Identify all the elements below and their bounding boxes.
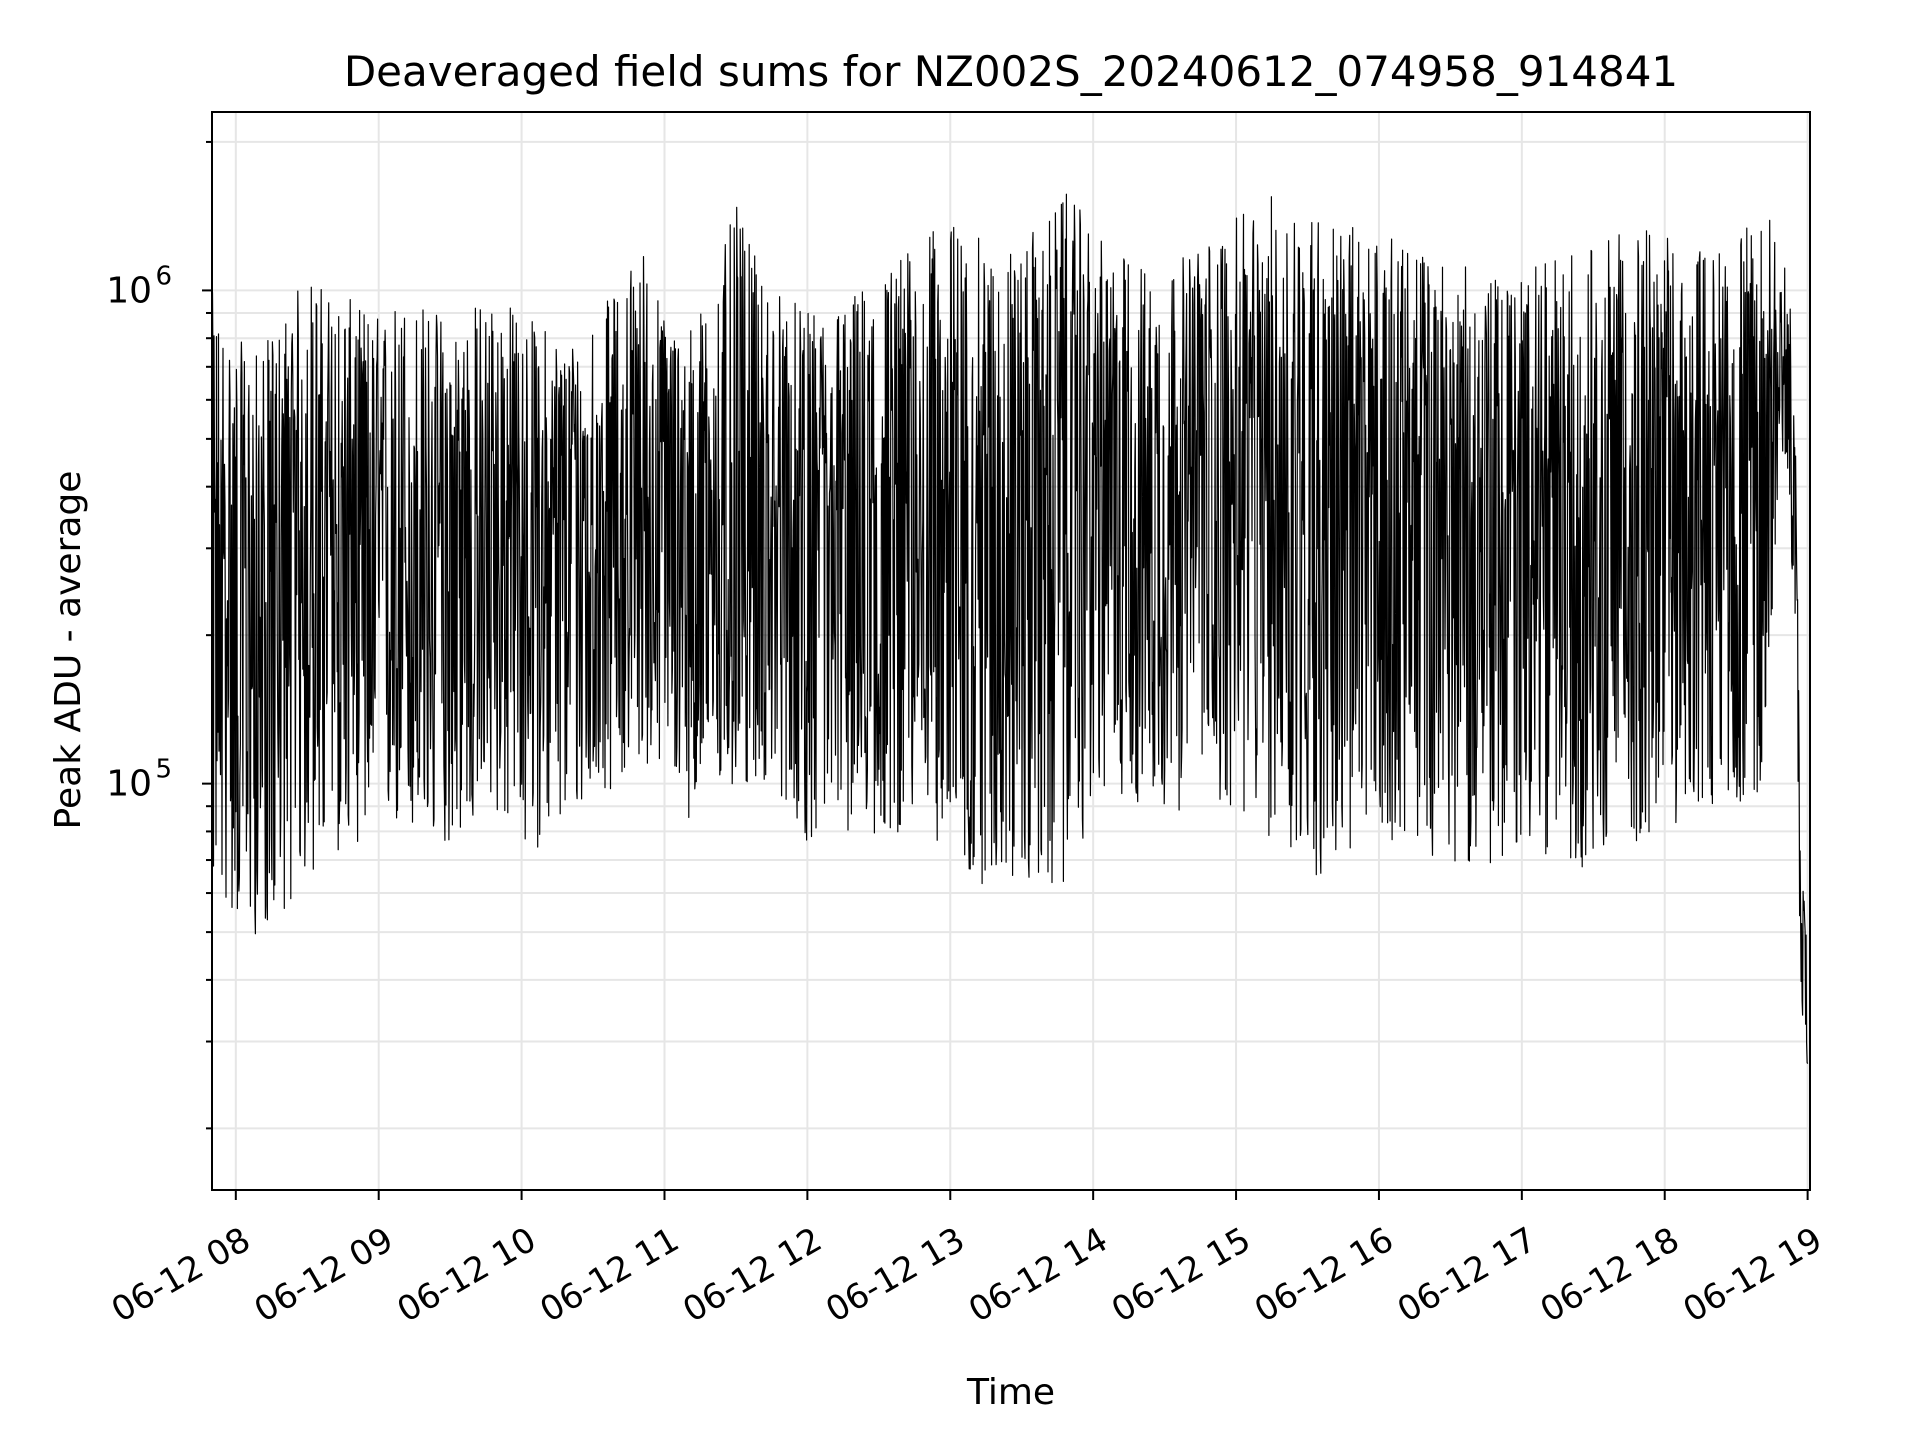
y-tick-label: 10 — [106, 764, 152, 805]
y-axis-label: Peak ADU - average — [48, 471, 89, 830]
chart-title: Deaveraged field sums for NZ002S_2024061… — [344, 47, 1678, 96]
plot-area — [211, 193, 1809, 1064]
y-tick-label: 10 — [106, 270, 152, 311]
x-axis-label: Time — [966, 1372, 1055, 1413]
y-tick-exponent: 6 — [155, 261, 172, 291]
data-series-line — [211, 193, 1809, 1064]
axes-frame — [211, 111, 1811, 1191]
y-tick-exponent: 5 — [155, 755, 172, 785]
